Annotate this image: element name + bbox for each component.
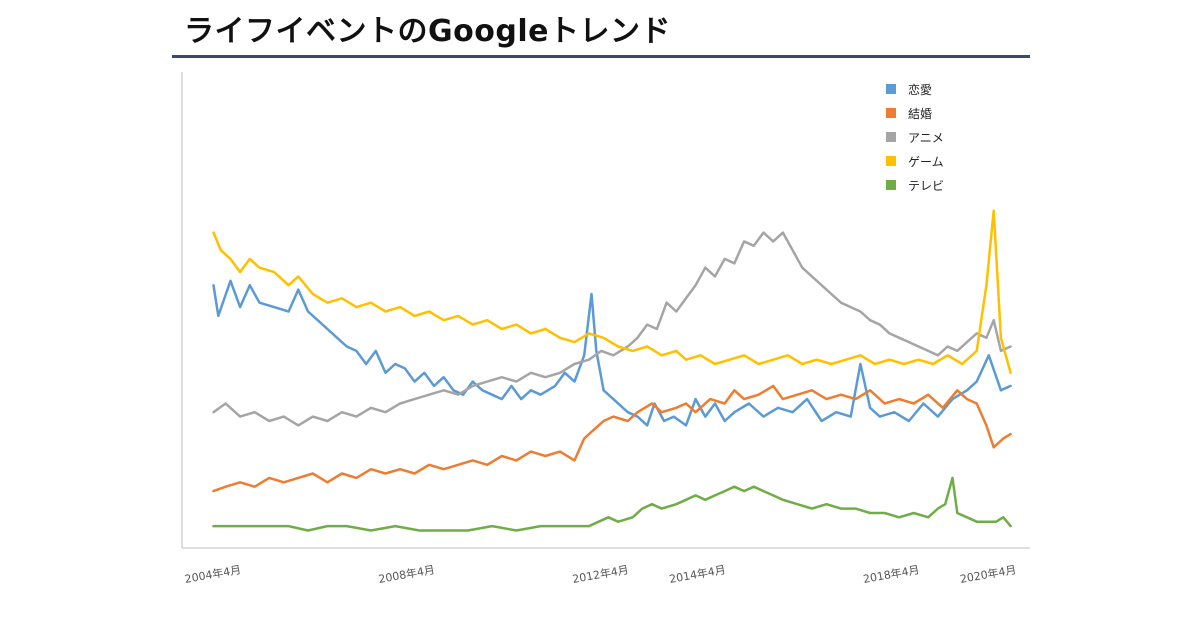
x-tick-label: 2018年4月 — [862, 562, 921, 586]
x-tick-label: 2014年4月 — [668, 562, 727, 586]
legend-swatch — [886, 84, 896, 94]
series-line-3 — [212, 209, 1012, 375]
series-layer — [212, 209, 1012, 532]
title-underline — [172, 55, 1030, 58]
legend-label: ゲーム — [908, 155, 944, 169]
legend-swatch — [886, 108, 896, 118]
series-line-0 — [212, 279, 1012, 427]
chart-title: ライフイベントのGoogleトレンド — [184, 14, 671, 49]
legend-label: 結婚 — [908, 107, 932, 121]
legend-label: 恋愛 — [908, 82, 932, 97]
x-tick-label: 2020年4月 — [959, 562, 1018, 586]
series-line-4 — [212, 476, 1012, 532]
legend-label: テレビ — [908, 179, 944, 193]
x-tick-label: 2004年4月 — [184, 562, 243, 586]
legend-label: アニメ — [908, 131, 944, 145]
legend-swatch — [886, 132, 896, 142]
x-tick-labels: 2004年4月 2008年4月 2012年4月 2014年4月 2018年4月 2020年… — [184, 562, 1018, 586]
x-tick-label: 2008年4月 — [377, 562, 436, 586]
series-line-1 — [212, 384, 1012, 493]
series-line-2 — [212, 231, 1012, 427]
legend-swatch — [886, 156, 896, 166]
legend-swatch — [886, 180, 896, 190]
x-tick-label: 2012年4月 — [571, 562, 630, 586]
